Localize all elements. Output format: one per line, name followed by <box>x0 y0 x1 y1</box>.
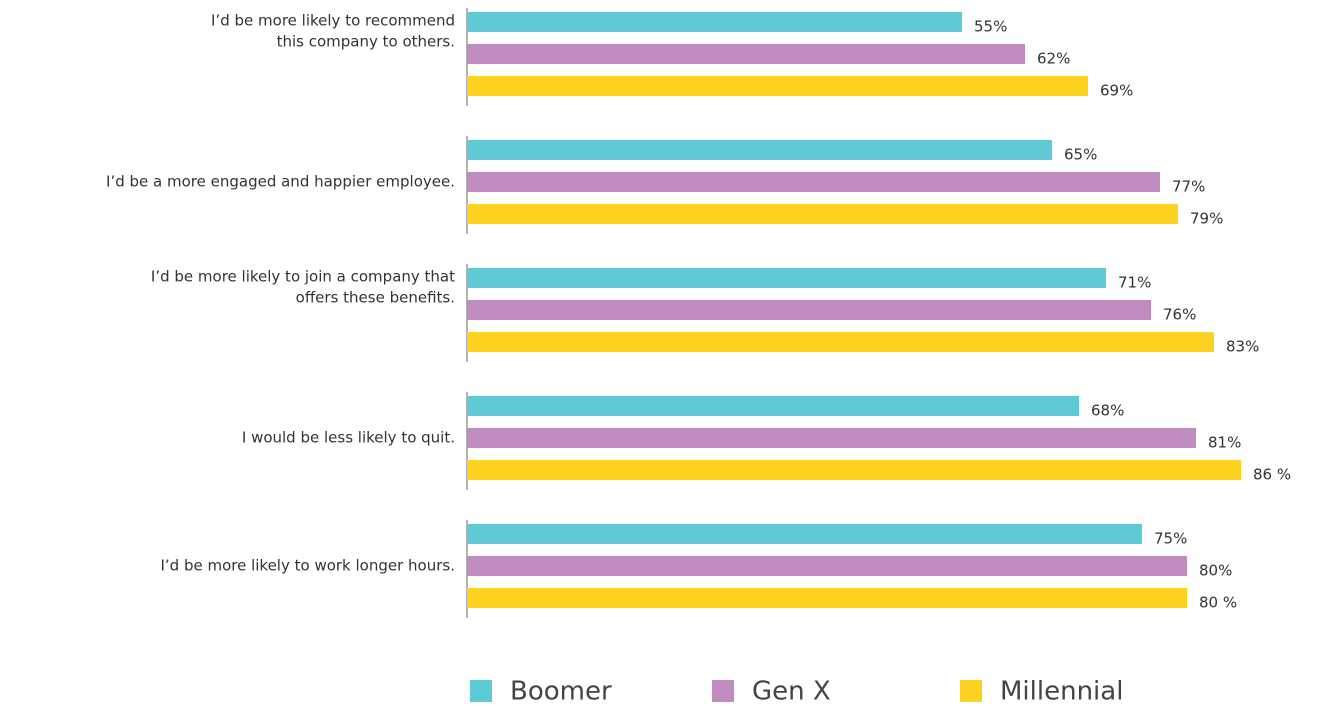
legend-swatch <box>470 680 492 702</box>
category-label: I’d be more likely to recommend <box>211 12 455 30</box>
value-label: 81% <box>1208 434 1241 452</box>
bar <box>467 524 1142 544</box>
value-label: 86 % <box>1253 466 1291 484</box>
value-label: 80% <box>1199 562 1232 580</box>
legend-label: Gen X <box>752 677 831 707</box>
bar <box>467 44 1025 64</box>
bar <box>467 556 1187 576</box>
bar <box>467 140 1052 160</box>
bar <box>467 172 1160 192</box>
value-label: 68% <box>1091 402 1124 420</box>
value-label: 76% <box>1163 306 1196 324</box>
bar <box>467 12 962 32</box>
legend-label: Boomer <box>510 677 612 707</box>
value-label: 79% <box>1190 210 1223 228</box>
bar <box>467 588 1187 608</box>
legend-label: Millennial <box>1000 677 1123 707</box>
value-label: 80 % <box>1199 594 1237 612</box>
value-label: 71% <box>1118 274 1151 292</box>
value-label: 55% <box>974 18 1007 36</box>
value-label: 62% <box>1037 50 1070 68</box>
legend-swatch <box>960 680 982 702</box>
bar <box>467 268 1106 288</box>
value-label: 77% <box>1172 178 1205 196</box>
bar <box>467 332 1214 352</box>
category-label: this company to others. <box>277 33 455 51</box>
category-label: offers these benefits. <box>296 289 455 307</box>
bar <box>467 76 1088 96</box>
category-label: I’d be more likely to join a company tha… <box>151 268 455 286</box>
bar <box>467 300 1151 320</box>
value-label: 75% <box>1154 530 1187 548</box>
category-label: I would be less likely to quit. <box>242 429 455 447</box>
value-label: 69% <box>1100 82 1133 100</box>
bar <box>467 396 1079 416</box>
value-label: 65% <box>1064 146 1097 164</box>
value-label: 83% <box>1226 338 1259 356</box>
bar <box>467 460 1241 480</box>
legend-swatch <box>712 680 734 702</box>
category-label: I’d be more likely to work longer hours. <box>160 557 455 575</box>
bar <box>467 428 1196 448</box>
bar <box>467 204 1178 224</box>
category-label: I’d be a more engaged and happier employ… <box>106 173 455 191</box>
